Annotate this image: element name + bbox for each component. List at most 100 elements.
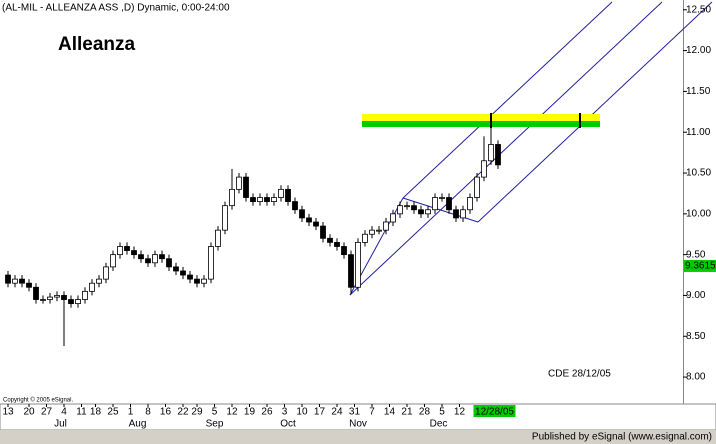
candle-body xyxy=(19,278,25,284)
month-label: Jul xyxy=(54,419,67,430)
candle-body xyxy=(82,290,88,300)
candle-body xyxy=(180,270,186,276)
x-tick-label: 14 xyxy=(384,407,396,418)
x-tick-label: 12 xyxy=(454,407,466,418)
x-tick-label: 4 xyxy=(61,407,67,418)
candle-body xyxy=(327,237,333,243)
month-label: Sep xyxy=(206,419,224,430)
candle-body xyxy=(439,197,445,199)
date-axis xyxy=(0,403,716,431)
candle-body xyxy=(40,299,46,301)
candle-body xyxy=(460,209,466,219)
chart-title: (AL-MIL - ALLEANZA ASS ,D) Dynamic, 0:00… xyxy=(2,3,230,14)
x-tick-label: 11 xyxy=(76,407,87,418)
band-yellow xyxy=(362,114,600,121)
x-tick-label: 18 xyxy=(90,407,102,418)
candle-body xyxy=(243,176,249,198)
y-tick-label: 8.00 xyxy=(686,372,706,383)
candle-body xyxy=(257,197,263,202)
symbol-name: Alleanza xyxy=(58,34,136,55)
candle-body xyxy=(12,278,18,284)
x-tick-label: 24 xyxy=(331,407,343,418)
candle-body xyxy=(474,176,480,198)
candle-body xyxy=(292,201,298,211)
candle-body xyxy=(250,197,256,202)
candle-body xyxy=(390,213,396,223)
candle-body xyxy=(173,266,179,272)
x-tick-label: 13 xyxy=(2,407,14,418)
y-tick-label: 10.50 xyxy=(686,168,711,179)
candle-body xyxy=(194,278,200,284)
x-tick-label: 27 xyxy=(41,407,53,418)
month-label: Oct xyxy=(280,419,296,430)
footer: Published by eSignal (www.esignal.com) xyxy=(532,432,712,443)
candle-body xyxy=(236,176,242,190)
candle-body xyxy=(383,221,389,231)
candle-body xyxy=(425,209,431,215)
candle-body xyxy=(306,217,312,223)
x-tick-label: 21 xyxy=(401,407,413,418)
candle-body xyxy=(369,229,375,235)
candle-body xyxy=(131,250,137,256)
y-tick-label: 8.50 xyxy=(686,331,706,342)
x-tick-label: 5 xyxy=(212,407,218,418)
candle-body xyxy=(222,205,228,231)
x-tick-label: 12 xyxy=(226,407,238,418)
candle-body xyxy=(110,254,116,268)
candle-body xyxy=(61,295,67,300)
y-tick-label: 10.00 xyxy=(686,208,711,219)
candle-body xyxy=(26,282,32,288)
x-tick-label: 1 xyxy=(128,407,134,418)
candle-body xyxy=(299,209,305,219)
candle-body xyxy=(215,229,221,247)
candle-body xyxy=(411,205,417,211)
candle-body xyxy=(348,254,354,288)
band-green xyxy=(362,121,600,127)
x-tick-label: 31 xyxy=(349,407,361,418)
date-marker-label: 12/28/05 xyxy=(475,407,514,418)
candle-body xyxy=(495,144,501,166)
y-tick-label: 11.00 xyxy=(686,127,711,138)
candle-body xyxy=(89,282,95,292)
candle-body xyxy=(117,246,123,256)
candle-body xyxy=(166,258,172,268)
x-tick-label: 3 xyxy=(282,407,288,418)
candle-body xyxy=(404,205,410,208)
x-tick-label: 8 xyxy=(145,407,151,418)
candle-body xyxy=(467,197,473,211)
status-bar xyxy=(0,430,716,444)
candle-body xyxy=(124,246,130,251)
candle-body xyxy=(313,221,319,227)
copyright: Copyright © 2005 eSignal. xyxy=(3,397,73,404)
month-label: Dec xyxy=(430,419,448,430)
candle-body xyxy=(103,266,109,280)
candle-body xyxy=(47,296,53,300)
candle-body xyxy=(355,241,361,288)
month-label: Aug xyxy=(129,419,147,430)
candle-body xyxy=(208,246,214,280)
candle-body xyxy=(432,197,438,211)
candle-body xyxy=(271,197,277,202)
candle-body xyxy=(75,299,81,305)
price-marker-label: 9.3615 xyxy=(685,261,716,272)
candle-body xyxy=(152,254,158,264)
x-tick-label: 5 xyxy=(439,407,445,418)
x-tick-label: 17 xyxy=(314,407,326,418)
price-marker-box xyxy=(684,259,716,272)
annotation: CDE 28/12/05 xyxy=(548,369,611,380)
candle-body xyxy=(264,197,270,202)
x-tick-label: 19 xyxy=(244,407,256,418)
pitchfork-median xyxy=(349,1,663,296)
candle-body xyxy=(187,274,193,280)
candle-body xyxy=(397,205,403,215)
candle-body xyxy=(68,299,74,305)
month-label: Nov xyxy=(349,419,367,430)
candle-body xyxy=(54,295,60,298)
y-tick-label: 12.00 xyxy=(686,45,711,56)
x-tick-label: 28 xyxy=(419,407,431,418)
candle-body xyxy=(320,225,326,239)
candle-body xyxy=(278,188,284,198)
y-tick-label: 9.50 xyxy=(686,249,706,260)
x-tick-label: 10 xyxy=(296,407,308,418)
